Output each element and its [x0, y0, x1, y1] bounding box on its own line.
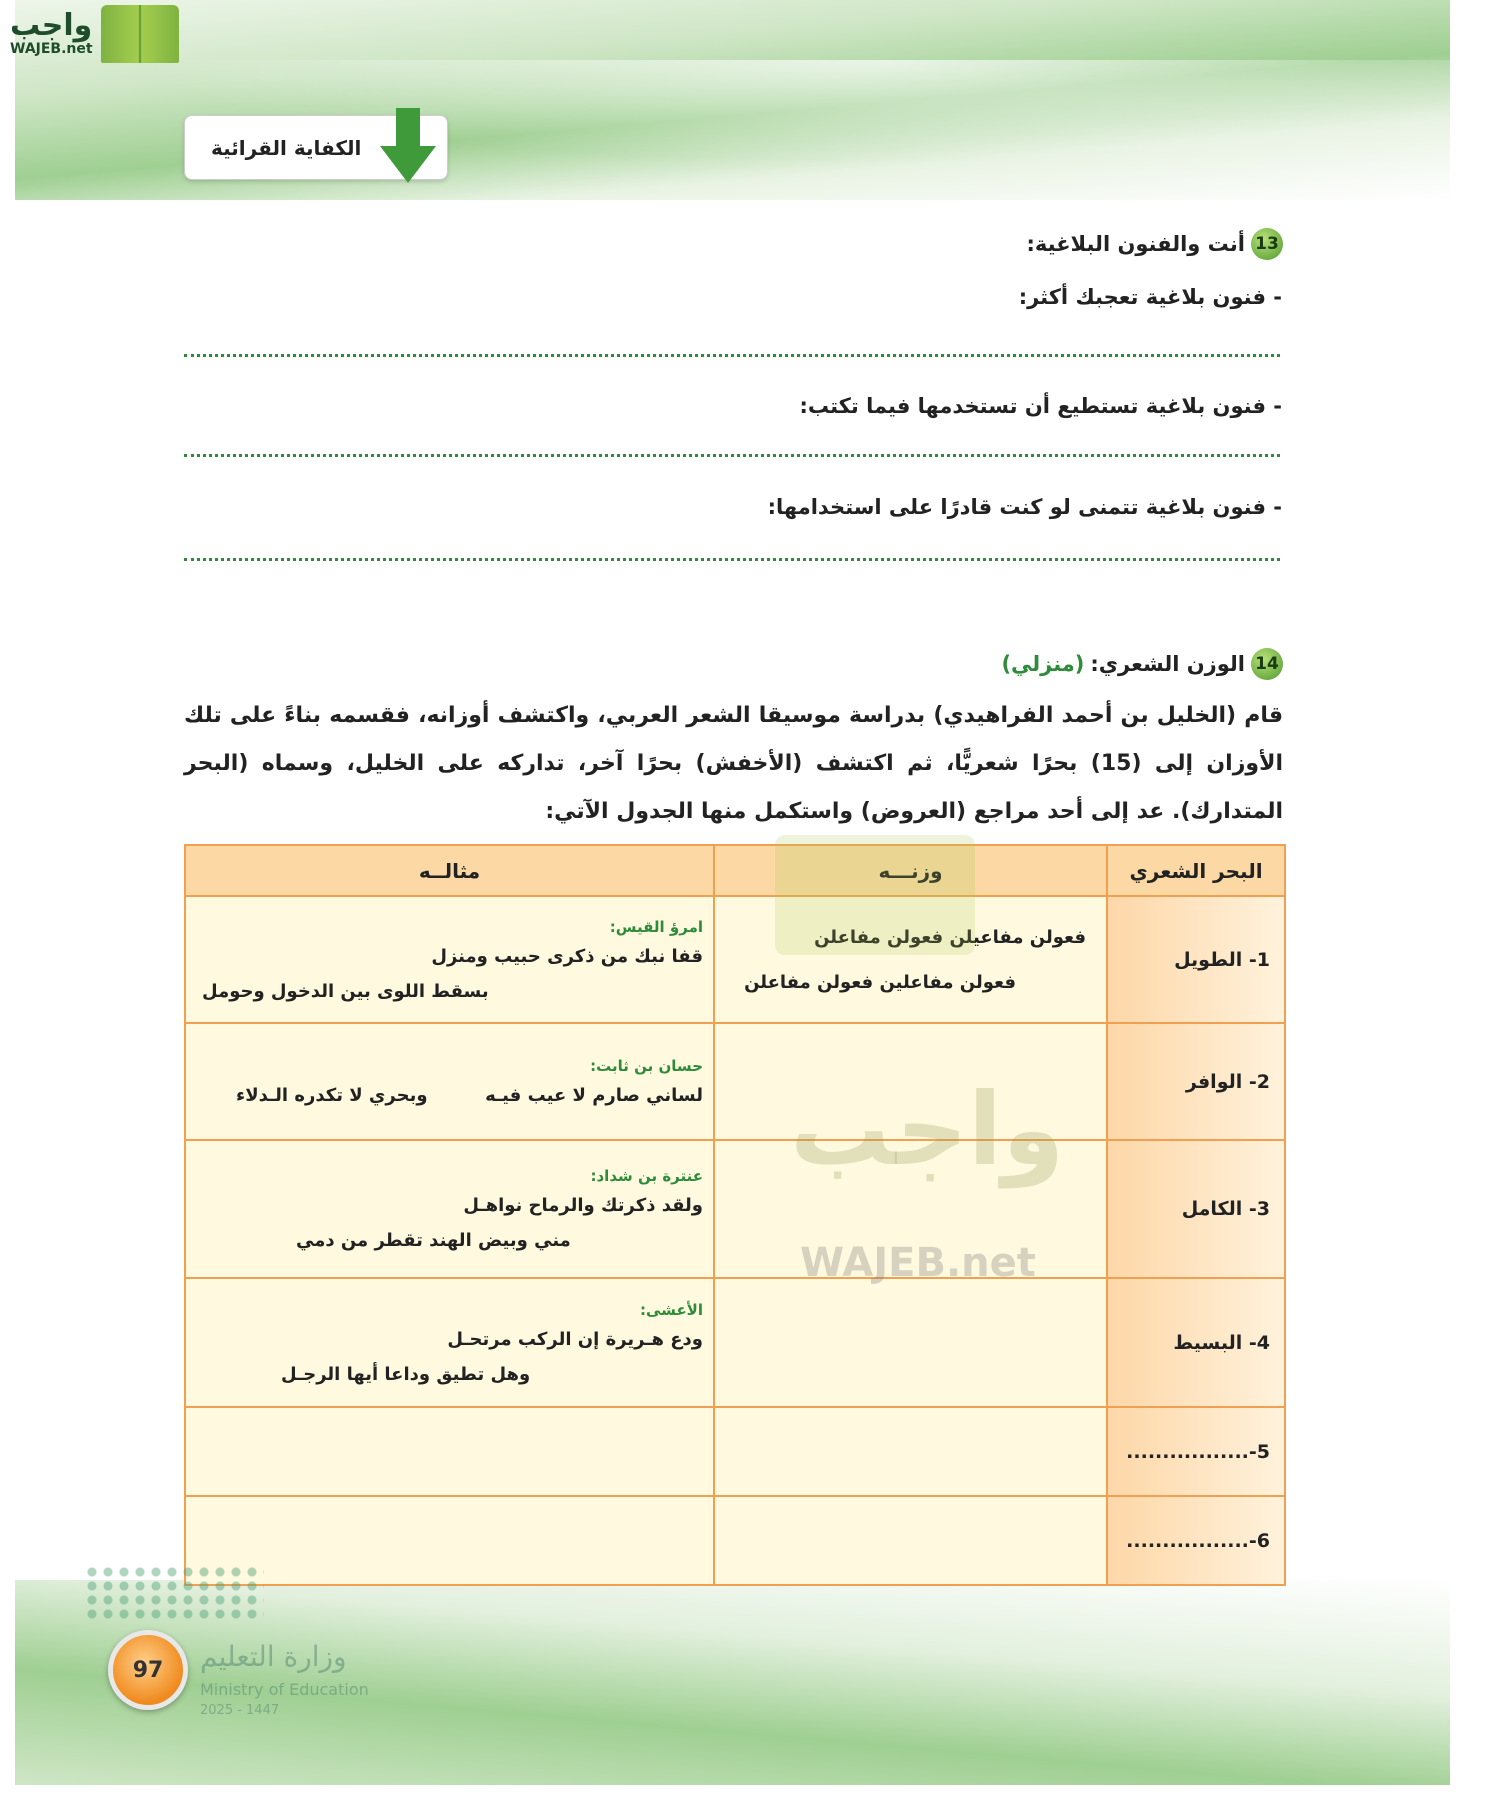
ministry-year: 2025 - 1447 — [200, 1703, 280, 1718]
table-row: 1- الطويل فعولن مفاعيلن فعولن مفاعلن فعو… — [184, 895, 1286, 1024]
ministry-name-en: Ministry of Education — [200, 1680, 369, 1699]
verse-line-2: وهل تطيق وداعا أيها الرجـل — [281, 1363, 531, 1385]
page-number: 97 — [108, 1630, 188, 1710]
verse-line-2: بسقط اللوى بين الدخول وحومل — [202, 980, 489, 1002]
ministry-name-ar: وزارة التعليم — [200, 1640, 347, 1673]
watermark-book-icon — [775, 835, 975, 955]
meters-table: البحر الشعري وزنـــه مثالــه 1- الطويل ف… — [184, 844, 1286, 1586]
verse-line-1: لساني صارم لا عيب فيـه — [485, 1085, 703, 1106]
bahr-cell: 1- الطويل — [1106, 895, 1286, 1024]
answer-line-2[interactable] — [184, 454, 1280, 457]
header-bahr: البحر الشعري — [1106, 844, 1286, 897]
q13-item-1: - فنون بلاغية تعجبك أكثر: — [1018, 285, 1282, 309]
wazn-line: فعولن مفاعلين فعولن مفاعلن — [744, 971, 1016, 993]
bahr-cell: 4- البسيط — [1106, 1277, 1286, 1408]
q13-title: أنت والفنون البلاغية: — [1026, 232, 1245, 256]
mithal-cell: امرؤ القيس: قفا نبك من ذكرى حبيب ومنزل ب… — [184, 895, 715, 1024]
wazn-cell[interactable] — [713, 1022, 1108, 1141]
verse-line-2: وبحري لا تكدره الـدلاء — [236, 1085, 428, 1106]
q14-title: الوزن الشعري: — [1090, 652, 1245, 676]
table-row: 2- الوافر حسان بن ثابت: لساني صارم لا عي… — [184, 1022, 1286, 1141]
table-row: 6-................. — [184, 1495, 1286, 1586]
footer-background — [15, 1580, 1450, 1785]
poet-name: امرؤ القيس: — [609, 917, 703, 936]
poet-name: عنترة بن شداد: — [590, 1167, 703, 1185]
answer-line-3[interactable] — [184, 558, 1280, 561]
verse-line-2: مني وبيض الهند تقطر من دمي — [296, 1230, 571, 1251]
bahr-cell[interactable]: 6-................. — [1106, 1495, 1286, 1586]
wazn-line: فعولن مفاعيلن فعولن مفاعلن — [814, 926, 1086, 948]
section-title-text: الكفاية القرائية — [211, 135, 362, 160]
verse-line-1: قفا نبك من ذكرى حبيب ومنزل — [431, 945, 703, 967]
q14-tag: (منزلي) — [1001, 652, 1085, 676]
q13-item-3: - فنون بلاغية تتمنى لو كنت قادرًا على اس… — [767, 495, 1282, 519]
mithal-cell: عنترة بن شداد: ولقد ذكرتك والرماح نواهـل… — [184, 1139, 715, 1279]
arrow-down-icon — [380, 108, 436, 183]
watermark-arabic: واجب — [790, 1071, 1065, 1188]
table-header-row: البحر الشعري وزنـــه مثالــه — [184, 844, 1286, 897]
ministry-logo-dots — [84, 1565, 264, 1620]
verse-line-1: ولقد ذكرتك والرماح نواهـل — [463, 1195, 703, 1216]
q14-paragraph: قام (الخليل بن أحمد الفراهيدي) بدراسة مو… — [184, 703, 1283, 824]
q14-number: 14 — [1251, 648, 1283, 680]
q14-heading: 14 الوزن الشعري: (منزلي) — [1001, 648, 1283, 680]
answer-line-1[interactable] — [184, 354, 1280, 357]
q13-number: 13 — [1251, 228, 1283, 260]
book-icon — [100, 5, 179, 63]
wajeb-logo[interactable]: واجب WAJEB.net — [10, 5, 179, 63]
bahr-cell: 3- الكامل — [1106, 1139, 1286, 1279]
mithal-cell: الأعشى: ودع هـريرة إن الركب مرتحـل وهل ت… — [184, 1277, 715, 1408]
mithal-cell[interactable] — [184, 1495, 715, 1586]
mithal-cell[interactable] — [184, 1406, 715, 1497]
poet-name: حسان بن ثابت: — [590, 1057, 703, 1075]
table-row: 3- الكامل عنترة بن شداد: ولقد ذكرتك والر… — [184, 1139, 1286, 1279]
wazn-cell[interactable] — [713, 1139, 1108, 1279]
logo-arabic: واجب — [10, 8, 93, 43]
bahr-cell: 2- الوافر — [1106, 1022, 1286, 1141]
q13-heading: 13 أنت والفنون البلاغية: — [1026, 228, 1283, 260]
header-mithal: مثالــه — [184, 844, 715, 897]
bahr-cell[interactable]: 5-................. — [1106, 1406, 1286, 1497]
verse-line-1: ودع هـريرة إن الركب مرتحـل — [447, 1328, 703, 1350]
wazn-cell[interactable] — [713, 1495, 1108, 1586]
table-row: 5-................. — [184, 1406, 1286, 1497]
logo-latin: WAJEB.net — [10, 41, 93, 57]
watermark-latin: WAJEB.net — [800, 1240, 1036, 1286]
wazn-cell[interactable] — [713, 1406, 1108, 1497]
q13-item-2: - فنون بلاغية تستطيع أن تستخدمها فيما تك… — [799, 394, 1282, 418]
wazn-cell[interactable]: فعولن مفاعيلن فعولن مفاعلن فعولن مفاعلين… — [713, 895, 1108, 1024]
header-wazn: وزنـــه — [713, 844, 1108, 897]
wazn-cell[interactable] — [713, 1277, 1108, 1408]
poet-name: الأعشى: — [640, 1300, 703, 1319]
mithal-cell: حسان بن ثابت: لساني صارم لا عيب فيـه وبح… — [184, 1022, 715, 1141]
table-row: 4- البسيط الأعشى: ودع هـريرة إن الركب مر… — [184, 1277, 1286, 1408]
